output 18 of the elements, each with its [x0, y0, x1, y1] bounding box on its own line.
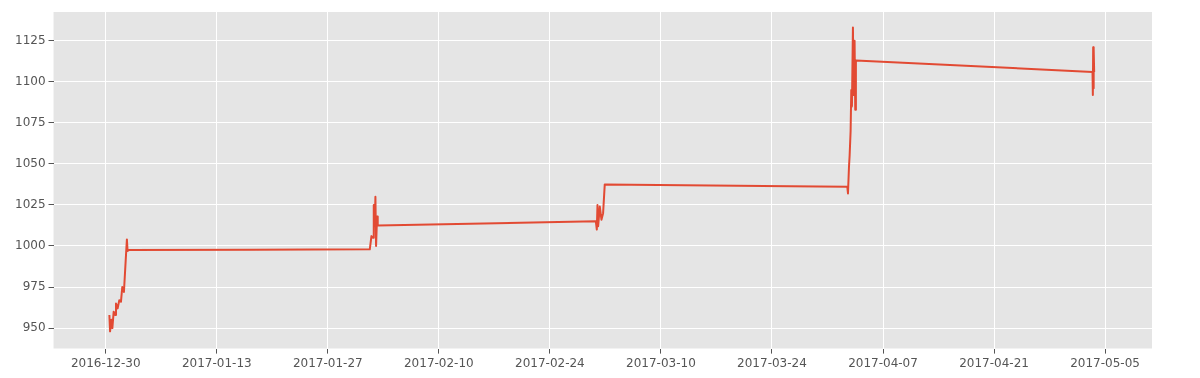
x-tick-label: 2017-04-21	[959, 355, 1029, 370]
x-tick-label: 2017-05-05	[1070, 355, 1140, 370]
x-tick-label: 2017-02-24	[515, 355, 585, 370]
x-tick-label: 2017-02-10	[403, 355, 474, 370]
y-tick-label: 1000	[14, 238, 46, 253]
x-tick-label: 2017-01-13	[181, 355, 252, 370]
y-tick-label: 1100	[14, 73, 46, 88]
y-tick-label: 1025	[14, 197, 46, 212]
y-tick-label: 950	[22, 320, 46, 335]
x-tick-label: 2016-12-30	[70, 355, 141, 370]
x-tick-label: 2017-03-24	[737, 355, 807, 370]
y-tick-label: 1075	[14, 114, 46, 129]
y-tick-label: 1050	[14, 156, 46, 171]
x-tick-label: 2017-01-27	[292, 355, 363, 370]
y-tick-label: 975	[22, 279, 46, 294]
x-tick-label: 2017-04-07	[848, 355, 918, 370]
y-tick-label: 1125	[14, 32, 46, 47]
x-tick-label: 2017-03-10	[626, 355, 696, 370]
